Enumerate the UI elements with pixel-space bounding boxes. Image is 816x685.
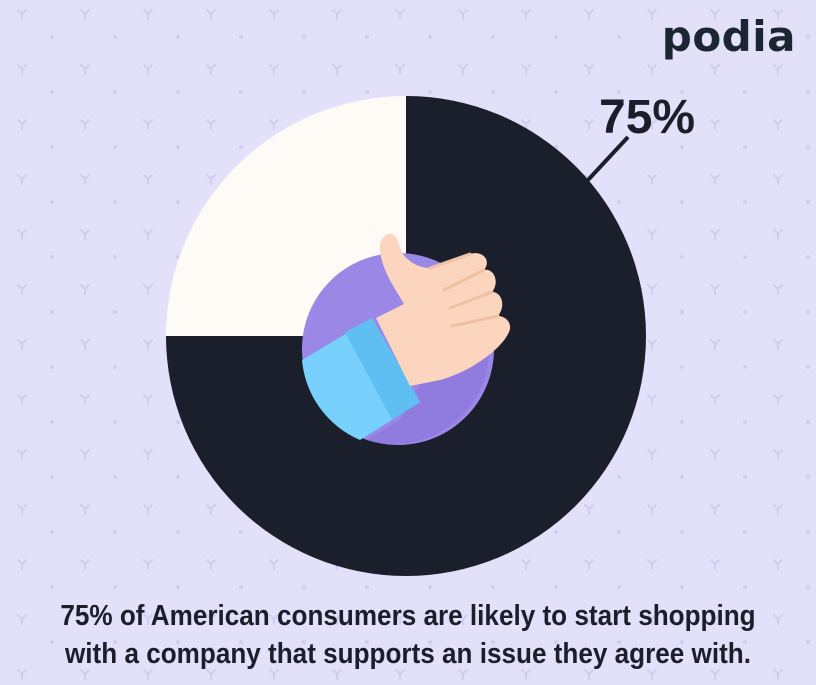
label-leader-line bbox=[586, 135, 630, 182]
slice-label-75: 75% bbox=[599, 91, 695, 144]
caption-line-1: 75% of American consumers are likely to … bbox=[60, 600, 756, 632]
hand bbox=[376, 233, 511, 386]
sleeve bbox=[302, 318, 420, 440]
caption-line-2: with a company that supports an issue th… bbox=[65, 638, 751, 670]
pie-chart: 75% bbox=[166, 91, 695, 576]
thumbs-up-icon bbox=[302, 233, 511, 445]
caption: 75% of American consumers are likely to … bbox=[41, 597, 775, 673]
podia-logo: podia bbox=[661, 12, 796, 61]
